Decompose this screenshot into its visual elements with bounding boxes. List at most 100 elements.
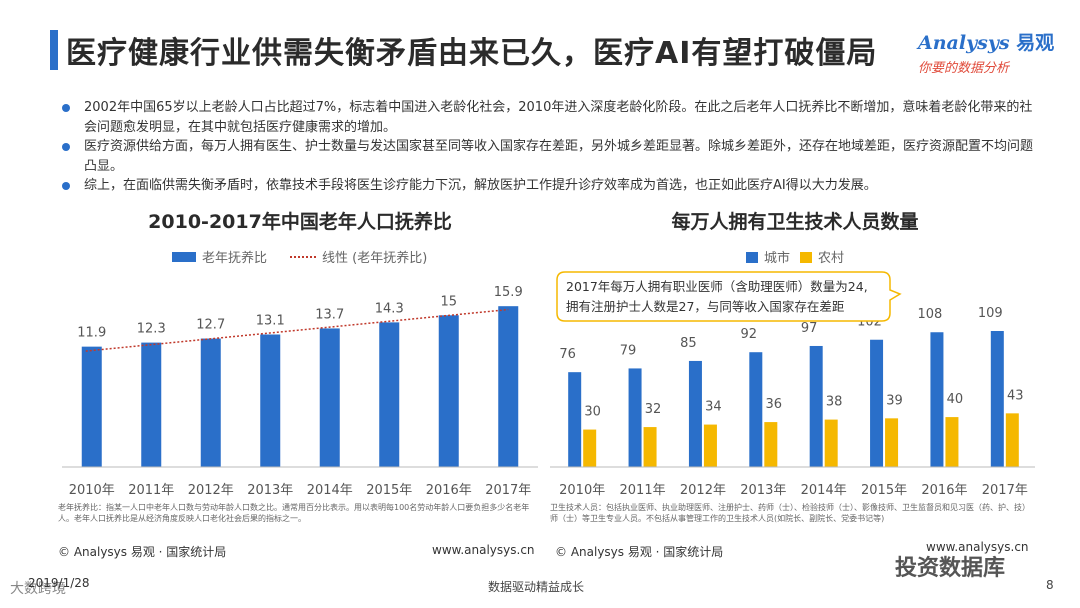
chart2-title: 每万人拥有卫生技术人员数量: [671, 210, 918, 233]
logo-brand-cn: 易观: [1016, 32, 1055, 54]
chart2-bar-rural: [824, 419, 838, 467]
analysys-logo: Analysys 易观 你要的数据分析: [918, 28, 1058, 76]
chart1-x-tick-label: 2017年: [485, 483, 531, 498]
chart1-legend-bar-swatch: [172, 252, 196, 262]
page-number: 8: [1046, 578, 1054, 592]
chart2-x-tick-label: 2011年: [620, 483, 666, 498]
chart1-x-tick-label: 2015年: [366, 483, 412, 498]
left-watermark: 大数跨境: [10, 581, 66, 597]
chart2-rural-value-label: 38: [826, 395, 843, 410]
chart1-value-label: 13.7: [315, 307, 344, 322]
chart2-url[interactable]: www.analysys.cn: [926, 540, 1029, 554]
chart2-bar-rural: [945, 417, 959, 467]
chart2-legend-rural-label: 农村: [818, 251, 844, 266]
chart2-x-tick-label: 2012年: [680, 483, 726, 498]
chart2-x-tick-label: 2013年: [740, 483, 786, 498]
chart1-x-tick-label: 2010年: [69, 483, 115, 498]
chart1-url[interactable]: www.analysys.cn: [432, 543, 535, 557]
chart2-bar-rural: [764, 422, 778, 467]
chart2-annotation-box: [556, 271, 902, 322]
chart2-annotation-line1: 2017年每万人拥有职业医师（含助理医师）数量为24,: [566, 279, 868, 294]
chart1-bar: [141, 342, 162, 467]
chart2-city-value-label: 97: [801, 321, 818, 336]
chart2-x-tick-label: 2016年: [921, 483, 967, 498]
chart2-city-value-label: 79: [620, 343, 637, 358]
chart2-rural-value-label: 43: [1007, 388, 1024, 403]
chart1-value-label: 15: [440, 294, 457, 309]
summary-bullets: 2002年中国65岁以上老龄人口占比超过7%，标志着中国进入老龄化社会，2010…: [60, 98, 1045, 196]
chart1-x-tick-label: 2012年: [188, 483, 234, 498]
chart2-bar-city: [930, 332, 944, 467]
chart2-bar-city: [688, 360, 702, 467]
chart2-annotation-line2: 拥有注册护士人数是27，与同等收入国家存在差距: [566, 299, 844, 314]
chart1-x-tick-label: 2016年: [426, 483, 472, 498]
logo-brand: Analysys 易观: [918, 28, 1058, 55]
bullet-text: 2002年中国65岁以上老龄人口占比超过7%，标志着中国进入老龄化社会，2010…: [84, 100, 1033, 135]
chart1-value-label: 11.9: [77, 326, 106, 341]
chart2-legend-city-swatch: [746, 252, 758, 263]
chart2-city-value-label: 108: [918, 307, 943, 322]
chart1-x-tick-label: 2014年: [307, 483, 353, 498]
footer-date: 2019/1/28: [28, 576, 90, 590]
logo-slogan: 你要的数据分析: [918, 61, 1010, 76]
chart2-legend-rural-swatch: [800, 252, 812, 263]
chart2-bar-city: [628, 368, 642, 467]
chart2-rural-value-label: 32: [645, 402, 662, 417]
title-accent-bar: [50, 30, 58, 70]
chart2-bar-city: [568, 372, 582, 467]
bullet-text: 综上，在面临供需失衡矛盾时，依靠技术手段将医生诊疗能力下沉，解放医护工作提升诊疗…: [84, 178, 877, 193]
chart2-bar-city: [809, 345, 823, 467]
logo-brand-latin: Analysys: [918, 32, 1010, 54]
chart1-value-label: 13.1: [256, 314, 285, 329]
chart1-title: 2010-2017年中国老年人口抚养比: [148, 210, 452, 233]
bullet-item: 医疗资源供给方面，每万人拥有医生、护士数量与发达国家甚至同等收入国家存在差距，另…: [60, 137, 1045, 176]
chart2-bar-rural: [885, 418, 899, 467]
chart2-bar-city: [990, 331, 1004, 467]
chart1-note: 老年抚养比：指某一人口中老年人口数与劳动年龄人口数之比。通常用百分比表示。用以表…: [58, 503, 530, 523]
chart2-rural-value-label: 39: [886, 393, 903, 408]
chart2-rural-value-label: 36: [766, 397, 783, 412]
chart1-value-label: 14.3: [375, 301, 404, 316]
chart1-bar: [438, 315, 459, 467]
chart1-bar: [379, 322, 400, 467]
bullet-dot-icon: [62, 143, 70, 151]
chart2-note: 卫生技术人员：包括执业医师、执业助理医师、注册护士、药师（士）、检验技师（士）、…: [550, 503, 1030, 523]
chart1-x-tick-label: 2013年: [247, 483, 293, 498]
chart2-city-value-label: 76: [559, 347, 576, 362]
chart1-legend-bar-label: 老年抚养比: [202, 250, 267, 266]
chart1-x-tick-label: 2011年: [128, 483, 174, 498]
bullet-item: 综上，在面临供需失衡矛盾时，依靠技术手段将医生诊疗能力下沉，解放医护工作提升诊疗…: [60, 176, 1045, 196]
chart1-trendline: [85, 308, 509, 352]
chart2-legend-city-label: 城市: [764, 250, 790, 266]
bullet-item: 2002年中国65岁以上老龄人口占比超过7%，标志着中国进入老龄化社会，2010…: [60, 98, 1045, 137]
chart1-bar: [81, 346, 102, 467]
page-title: 医疗健康行业供需失衡矛盾由来已久，医疗AI有望打破僵局: [66, 36, 878, 71]
chart2-bar-city: [749, 352, 763, 467]
chart2-rural-value-label: 34: [705, 400, 722, 415]
chart1-bar: [200, 338, 221, 467]
chart2-bar-rural: [703, 424, 717, 467]
chart1-value-label: 15.9: [494, 285, 523, 300]
chart2-bar-rural: [583, 429, 597, 467]
bullet-dot-icon: [62, 182, 70, 190]
chart1-bar: [498, 306, 519, 467]
bullet-text: 医疗资源供给方面，每万人拥有医生、护士数量与发达国家甚至同等收入国家存在差距，另…: [84, 139, 1034, 174]
chart2-x-tick-label: 2014年: [801, 483, 847, 498]
chart2-bar-city: [870, 339, 884, 467]
chart2-rural-value-label: 40: [947, 392, 964, 407]
chart2-bar-rural: [1005, 413, 1019, 467]
chart1-value-label: 12.3: [137, 322, 166, 337]
chart2-city-value-label: 109: [978, 306, 1003, 321]
wechat-watermark: 投资数据库: [895, 556, 1006, 581]
chart2-bar-rural: [643, 427, 657, 467]
chart1-legend-trend-label: 线性 (老年抚养比): [322, 250, 427, 266]
bullet-dot-icon: [62, 104, 70, 112]
chart2-city-value-label: 85: [680, 336, 697, 351]
footer-center-text: 数据驱动精益成长: [488, 580, 585, 594]
chart1-bar: [260, 334, 281, 467]
chart2-source: © Analysys 易观 · 国家统计局: [555, 545, 724, 559]
chart2-x-tick-label: 2017年: [982, 483, 1028, 498]
chart1-source: © Analysys 易观 · 国家统计局: [58, 545, 227, 559]
chart2-x-tick-label: 2015年: [861, 483, 907, 498]
